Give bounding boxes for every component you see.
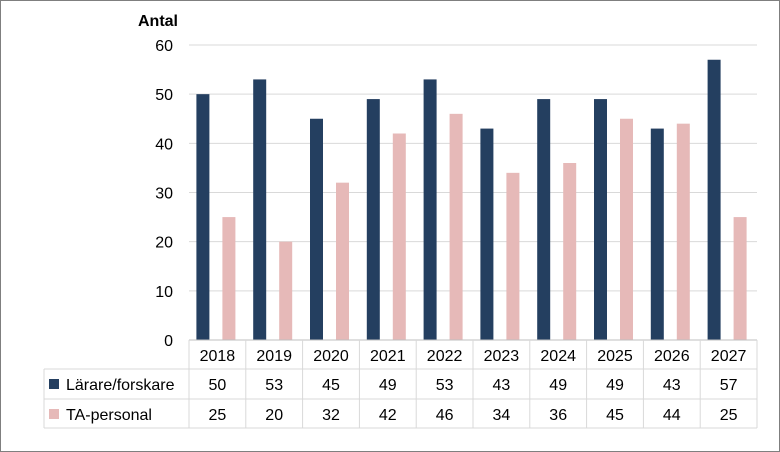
table-cell: 44 [663,407,681,424]
bar-larare-2021 [366,99,380,340]
bar-larare-2027 [707,59,721,340]
y-tick-label: 0 [164,333,173,350]
bar-ta-2025 [620,118,633,340]
table-cell: 43 [493,377,511,394]
table-cell: 45 [322,377,340,394]
y-axis: Antal 0 10 20 30 40 50 60 [138,13,178,350]
y-tick-label: 50 [155,87,173,104]
y-tick-label: 60 [155,38,173,55]
table-cell: 25 [720,407,738,424]
table-cell: 45 [606,407,624,424]
y-tick-label: 20 [155,235,173,252]
legend-swatch [49,379,59,389]
bar-ta-2026 [676,123,690,341]
table-cell: 49 [379,377,397,394]
bar-larare-2020 [310,118,323,340]
bar-ta-2021 [392,133,406,340]
bar-ta-2020 [336,182,349,340]
x-tick-label: 2019 [256,348,292,365]
legend-label: TA-personal [66,407,152,424]
x-tick-label: 2023 [484,348,520,365]
data-table: 2018 2019 2020 2021 2022 2023 2024 2025 2026 2027… [43,339,758,429]
bar-larare-2023 [480,128,494,340]
table-cell: 34 [493,407,511,424]
x-tick-label: 2022 [427,348,463,365]
y-tick-label: 30 [155,186,173,203]
table-cell: 57 [720,377,738,394]
x-tick-label: 2024 [540,348,576,365]
table-cell: 43 [663,377,681,394]
table-cell: 53 [436,377,454,394]
legend-swatch [49,409,59,419]
table-cell: 46 [436,407,454,424]
bar-ta-2022 [449,113,463,340]
table-cell: 49 [606,377,624,394]
table-cell: 20 [265,407,283,424]
bar-larare-2018 [196,94,210,341]
table-cell: 25 [209,407,227,424]
x-tick-label: 2027 [711,348,747,365]
bar-ta-2023 [506,172,520,340]
bar-larare-2019 [253,79,267,341]
gridlines [189,44,757,292]
x-tick-label: 2021 [370,348,406,365]
bar-larare-2026 [650,128,664,340]
y-tick-label: 40 [155,136,173,153]
bar-larare-2022 [423,79,437,341]
table-cell: 36 [549,407,567,424]
bar-ta-2027 [733,217,747,340]
bar-larare-2025 [594,99,607,340]
bar-ta-2024 [563,163,577,340]
x-tick-label: 2020 [313,348,349,365]
y-axis-label: Antal [138,13,178,30]
legend-label: Lärare/forskare [66,377,175,394]
table-cell: 53 [265,377,283,394]
table-cell: 42 [379,407,397,424]
x-tick-label: 2026 [654,348,690,365]
table-cell: 49 [549,377,567,394]
table-cell: 50 [209,377,227,394]
bar-ta-2019 [279,241,293,340]
bar-ta-2018 [222,217,236,340]
x-tick-label: 2018 [200,348,236,365]
table-cell: 32 [322,407,340,424]
y-tick-label: 10 [155,284,173,301]
bars [196,59,747,341]
bar-larare-2024 [537,99,551,340]
x-tick-label: 2025 [597,348,633,365]
